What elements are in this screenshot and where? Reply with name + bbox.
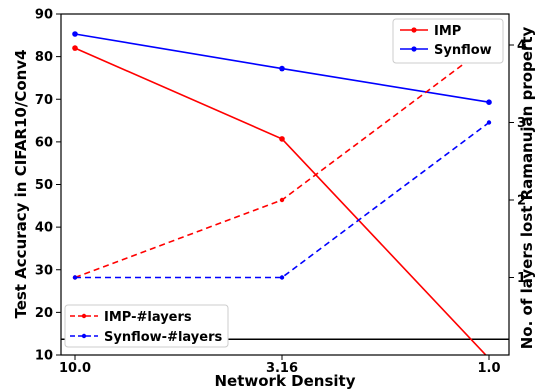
x-tick-label: 3.16 bbox=[266, 361, 298, 376]
legend-imp-marker bbox=[411, 27, 417, 33]
data-point-imp bbox=[279, 136, 285, 142]
x-tick-label: 10.0 bbox=[59, 361, 91, 376]
legend-synflow-layers-label: Synflow-#layers bbox=[104, 330, 222, 345]
y2-axis-label: No. of layers lost Ramanujan property bbox=[518, 27, 536, 350]
x-tick-label: 1.0 bbox=[477, 361, 500, 376]
data-point-synflow-layers bbox=[486, 120, 492, 125]
y-tick-label: 70 bbox=[35, 93, 53, 108]
y-tick-label: 60 bbox=[35, 135, 53, 150]
y-tick-label: 10 bbox=[35, 349, 53, 364]
y-tick-label: 30 bbox=[35, 263, 53, 278]
data-point-synflow-layers bbox=[279, 275, 285, 280]
y-tick-label: 90 bbox=[35, 8, 53, 23]
legend-bottom: IMP-#layers Synflow-#layers bbox=[64, 304, 229, 348]
data-point-synflow bbox=[72, 31, 78, 37]
y2-tick-label: 2 bbox=[517, 194, 526, 209]
y2-tick-label: 4 bbox=[517, 39, 526, 54]
legend-bottom-box bbox=[64, 304, 229, 348]
y2-tick-label: 3 bbox=[517, 116, 526, 131]
y-tick-label: 80 bbox=[35, 50, 53, 65]
y-tick-label: 20 bbox=[35, 306, 53, 321]
y-tick-label: 50 bbox=[35, 178, 53, 193]
data-point-imp-layers bbox=[279, 197, 285, 203]
legend-imp-layers-label: IMP-#layers bbox=[104, 310, 192, 325]
legend-imp-label: IMP bbox=[434, 24, 461, 39]
legend-synflow-layers-marker bbox=[81, 333, 87, 339]
y-axis-label: Test Accuracy in CIFAR10/Conv4 bbox=[12, 49, 30, 318]
plot-area bbox=[61, 14, 509, 355]
data-point-synflow-layers bbox=[72, 275, 78, 280]
legend-imp-layers-marker bbox=[81, 313, 87, 319]
y2-tick-label: 1 bbox=[517, 271, 526, 286]
data-point-synflow bbox=[279, 65, 285, 72]
data-point-synflow bbox=[486, 99, 492, 105]
data-point-imp bbox=[72, 45, 78, 51]
x-axis-label: Network Density bbox=[215, 372, 356, 390]
legend-synflow-marker bbox=[411, 46, 417, 52]
legend-top: IMP Synflow bbox=[392, 18, 504, 64]
legend-synflow-label: Synflow bbox=[434, 43, 492, 58]
y-tick-label: 40 bbox=[35, 221, 53, 236]
